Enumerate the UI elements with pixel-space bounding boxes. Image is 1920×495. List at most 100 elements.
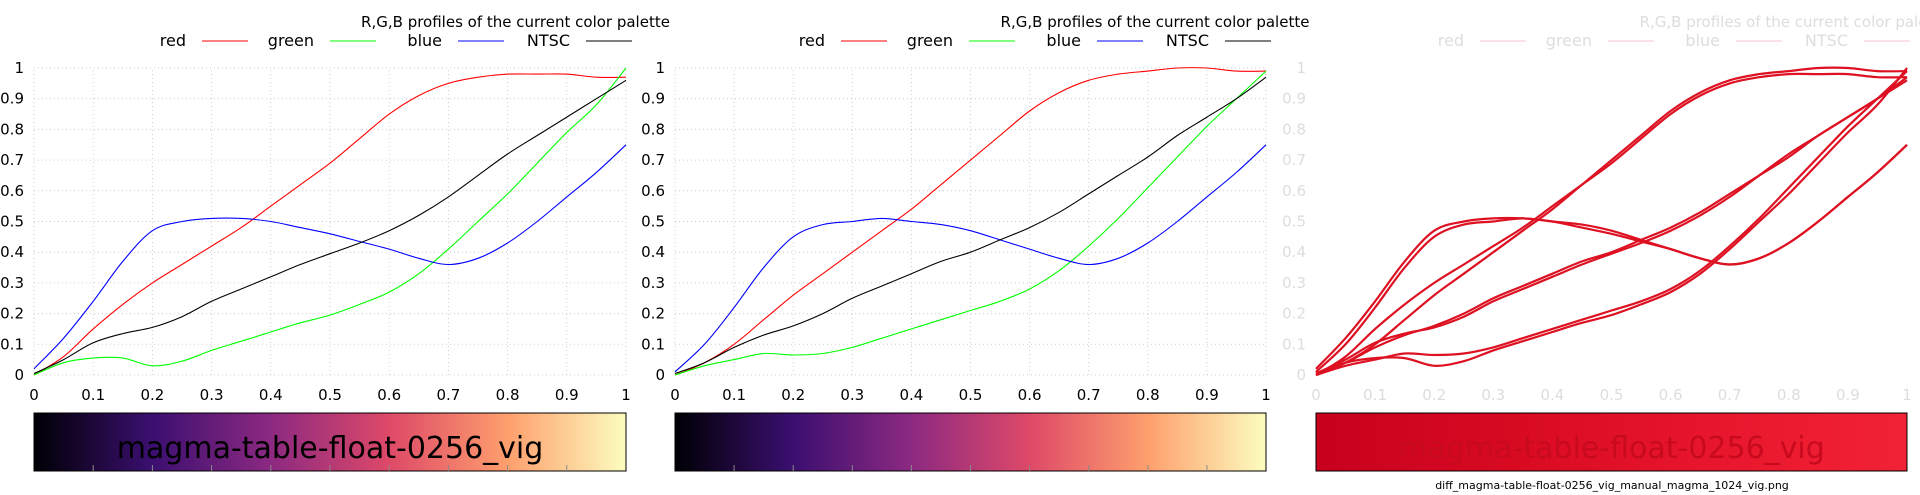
legend-label: green [1546, 31, 1592, 50]
x-tick-label: 0.2 [140, 386, 164, 404]
y-tick-label: 0 [14, 366, 24, 384]
x-tick-label: 0.8 [1777, 386, 1801, 404]
x-tick-label: 0.5 [1600, 386, 1624, 404]
diff-line-ntsc [1315, 76, 1908, 375]
x-tick-label: 0.3 [1481, 386, 1505, 404]
y-tick-label: 0 [655, 366, 665, 384]
x-tick-label: 0.6 [1659, 386, 1683, 404]
colorbar [33, 412, 627, 472]
series-line-red [33, 73, 627, 376]
y-tick-label: 0.1 [1282, 335, 1306, 353]
legend-label: NTSC [527, 31, 570, 50]
legend-label: green [268, 31, 314, 50]
diff-line-green [1315, 70, 1908, 377]
chart-title: R,G,B profiles of the current color pale… [361, 13, 670, 31]
x-tick-label: 0.9 [1195, 386, 1219, 404]
y-tick-label: 0.7 [0, 151, 24, 169]
series-line-blue [33, 144, 627, 370]
y-tick-label: 0.7 [1282, 151, 1306, 169]
y-tick-label: 0.6 [0, 182, 24, 200]
y-tick-label: 0.2 [0, 305, 24, 323]
legend-label: NTSC [1166, 31, 1209, 50]
y-tick-label: 1 [1296, 59, 1306, 77]
chart-title: R,G,B profiles of the current color pale… [1640, 13, 1920, 31]
colorbar [1315, 412, 1908, 472]
colorbar-label: magma-table-float-0256_vig [1398, 431, 1825, 466]
series-line-blue [674, 144, 1267, 373]
chart-title: R,G,B profiles of the current color pale… [1001, 13, 1310, 31]
x-tick-label: 0.4 [899, 386, 923, 404]
x-tick-label: 0.8 [496, 386, 520, 404]
x-tick-label: 0.1 [722, 386, 746, 404]
y-tick-label: 0.8 [641, 120, 665, 138]
x-tick-label: 0.7 [1718, 386, 1742, 404]
diff-line-blue [1315, 143, 1908, 373]
y-tick-label: 0.8 [0, 120, 24, 138]
diff-line-red [1315, 72, 1908, 376]
y-tick-label: 1 [655, 59, 665, 77]
x-tick-label: 0.2 [1422, 386, 1446, 404]
x-tick-label: 0.5 [959, 386, 983, 404]
x-tick-label: 0.6 [1018, 386, 1042, 404]
file-caption: diff_magma-table-float-0256_vig_manual_m… [1435, 479, 1789, 492]
series-line-green [33, 67, 627, 376]
legend-label: NTSC [1805, 31, 1848, 50]
x-tick-label: 0.4 [1540, 386, 1564, 404]
legend-label: red [160, 31, 186, 50]
series-line-ntsc [674, 76, 1267, 375]
legend-label: blue [1046, 31, 1081, 50]
y-tick-label: 1 [14, 59, 24, 77]
series-line-green [674, 70, 1267, 376]
y-tick-label: 0.6 [1282, 182, 1306, 200]
y-tick-label: 0.5 [0, 213, 24, 231]
y-tick-label: 0.1 [641, 335, 665, 353]
x-tick-label: 1 [1261, 386, 1271, 404]
y-tick-label: 0.8 [1282, 120, 1306, 138]
y-tick-label: 0.4 [1282, 243, 1306, 261]
x-tick-label: 0 [670, 386, 680, 404]
y-tick-label: 0.7 [641, 151, 665, 169]
x-tick-label: 0.3 [840, 386, 864, 404]
y-tick-label: 0.1 [0, 335, 24, 353]
diff-line-ntsc [1315, 79, 1908, 375]
y-tick-label: 0.4 [641, 243, 665, 261]
chart-panel-2: 0 0.1 0.2 0.3 0.4 0.5 0.6 0.7 0.8 0.9 1 0 0.1 0.2 0.3 0… [641, 13, 1310, 472]
legend-label: green [907, 31, 953, 50]
x-tick-label: 0 [29, 386, 39, 404]
x-tick-label: 0.9 [555, 386, 579, 404]
series-line-red [674, 67, 1267, 376]
x-tick-label: 0.8 [1136, 386, 1160, 404]
y-tick-label: 0.3 [1282, 274, 1306, 292]
y-tick-label: 0.2 [641, 305, 665, 323]
y-tick-label: 0.4 [0, 243, 24, 261]
legend-label: red [1438, 31, 1464, 50]
y-tick-label: 0.9 [0, 90, 24, 108]
y-tick-label: 0.6 [641, 182, 665, 200]
y-tick-label: 0.9 [641, 90, 665, 108]
colorbar-label: magma-table-float-0256_vig [117, 431, 544, 466]
y-tick-label: 0.2 [1282, 305, 1306, 323]
x-tick-label: 0.4 [259, 386, 283, 404]
diff-line-green [1315, 67, 1908, 377]
chart-panel-1: 0 0.1 0.2 0.3 0.4 0.5 0.6 0.7 0.8 0.9 1 0 0.1 0.2 0.3 0… [0, 13, 670, 472]
x-tick-label: 0.3 [200, 386, 224, 404]
x-tick-label: 1 [1902, 386, 1912, 404]
x-tick-label: 0.7 [1077, 386, 1101, 404]
x-tick-label: 0.1 [1363, 386, 1387, 404]
x-tick-label: 0.5 [318, 386, 342, 404]
colorbar [674, 412, 1267, 472]
x-tick-label: 0.2 [781, 386, 805, 404]
x-tick-label: 0.7 [436, 386, 460, 404]
y-tick-label: 0.3 [0, 274, 24, 292]
legend-label: blue [1685, 31, 1720, 50]
x-tick-label: 0 [1311, 386, 1321, 404]
diff-line-red [1315, 66, 1908, 377]
legend-label: red [799, 31, 825, 50]
x-tick-label: 0.6 [377, 386, 401, 404]
x-tick-label: 1 [621, 386, 631, 404]
chart-panel-3: 0 0.1 0.2 0.3 0.4 0.5 0.6 0.7 0.8 0.9 1 0 0.1 0.2 0.3 0… [1282, 13, 1920, 472]
y-tick-label: 0.3 [641, 274, 665, 292]
x-tick-label: 0.9 [1836, 386, 1860, 404]
y-tick-label: 0.9 [1282, 90, 1306, 108]
